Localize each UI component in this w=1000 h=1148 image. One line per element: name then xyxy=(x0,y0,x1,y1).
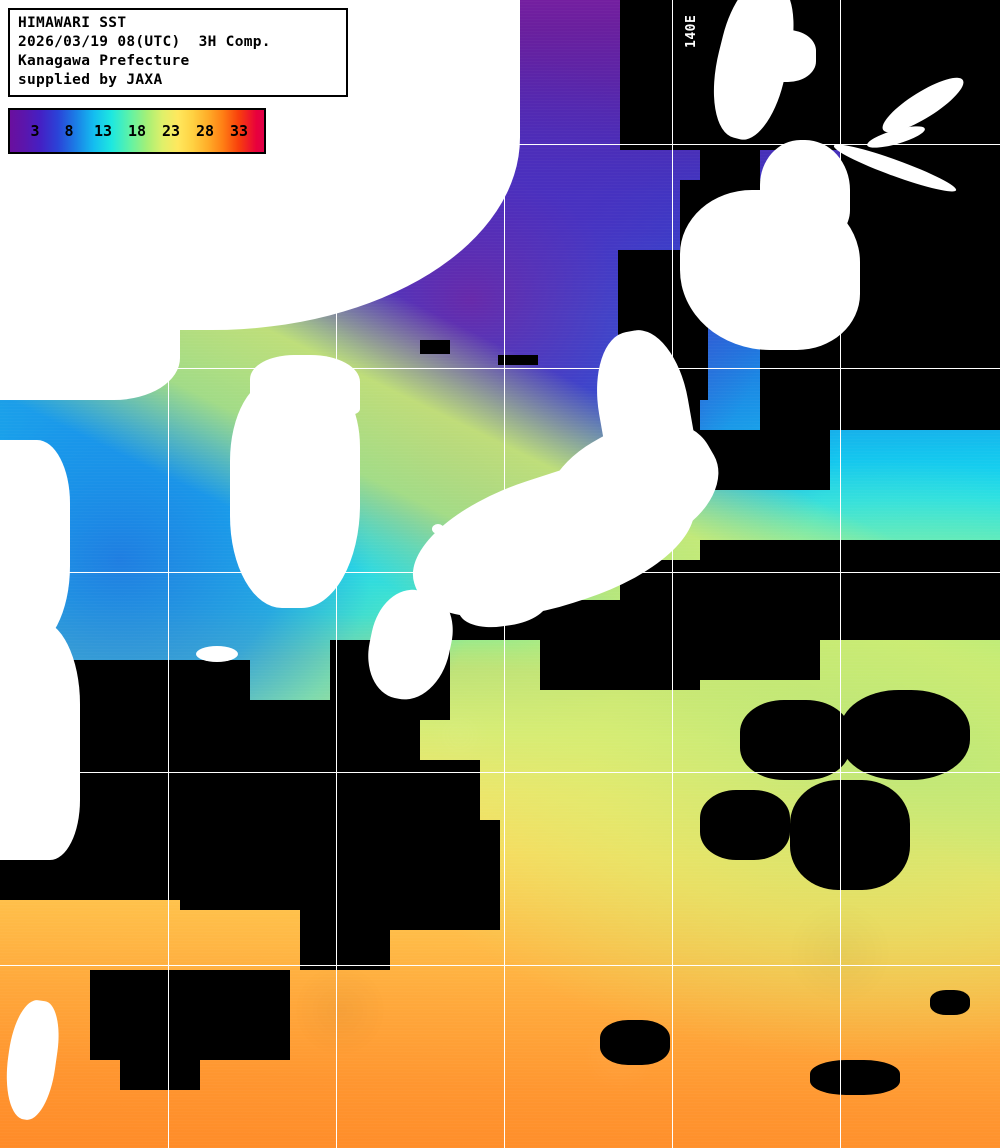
title-line-supplier: supplied by JAXA xyxy=(18,72,163,88)
grid-line-horizontal xyxy=(0,572,1000,573)
colorbar-tick: 23 xyxy=(161,122,181,140)
cloud-mask xyxy=(600,1020,670,1065)
cloud-mask xyxy=(420,340,450,354)
cloud-mask xyxy=(120,1040,200,1090)
title-line-datetime: 2026/03/19 08(UTC) 3H Comp. xyxy=(18,34,271,50)
land-mask-island xyxy=(432,524,444,534)
colorbar: 3 8 13 18 23 28 33 xyxy=(8,108,266,154)
grid-line-vertical xyxy=(840,0,841,1148)
grid-line-vertical xyxy=(504,0,505,1148)
longitude-label-140e: 140E xyxy=(684,14,699,48)
colorbar-tick: 13 xyxy=(93,122,113,140)
cloud-mask xyxy=(930,990,970,1015)
title-box: HIMAWARI SST 2026/03/19 08(UTC) 3H Comp.… xyxy=(8,8,348,97)
land-mask-island xyxy=(196,646,238,662)
cloud-mask xyxy=(700,430,830,490)
latitude-label-40n: 40N xyxy=(0,352,20,367)
land-mask-korea xyxy=(230,378,360,608)
land-mask-island xyxy=(746,30,816,82)
cloud-mask xyxy=(540,600,700,690)
cloud-mask xyxy=(700,790,790,860)
colorbar-tick: 28 xyxy=(195,122,215,140)
cloud-mask xyxy=(790,780,910,890)
land-mask-china xyxy=(0,440,70,650)
title-line-product: HIMAWARI SST xyxy=(18,15,127,31)
land-mask-hokkaido xyxy=(760,140,850,240)
land-mask-mainland xyxy=(0,260,180,400)
grid-line-vertical xyxy=(168,0,169,1148)
cloud-mask xyxy=(380,820,500,930)
grid-line-vertical-140e xyxy=(672,0,673,1148)
colorbar-tick-labels: 3 8 13 18 23 28 33 xyxy=(10,110,264,152)
colorbar-gradient xyxy=(10,110,264,152)
land-mask-mainland xyxy=(0,620,80,860)
colorbar-tick: 33 xyxy=(229,122,249,140)
cloud-mask xyxy=(300,880,390,970)
colorbar-tick: 18 xyxy=(127,122,147,140)
grid-line-horizontal xyxy=(0,144,1000,145)
grid-line-horizontal-40n xyxy=(0,368,1000,369)
colorbar-tick: 3 xyxy=(30,122,40,140)
cloud-mask xyxy=(740,700,850,780)
grid-line-vertical xyxy=(336,0,337,1148)
cloud-mask xyxy=(498,355,538,365)
colorbar-tick: 8 xyxy=(64,122,74,140)
cloud-mask xyxy=(810,1060,900,1095)
grid-line-horizontal xyxy=(0,965,1000,966)
land-mask-korea xyxy=(250,355,360,415)
grid-line-horizontal xyxy=(0,772,1000,773)
cloud-mask xyxy=(840,690,970,780)
title-line-region: Kanagawa Prefecture xyxy=(18,53,190,69)
